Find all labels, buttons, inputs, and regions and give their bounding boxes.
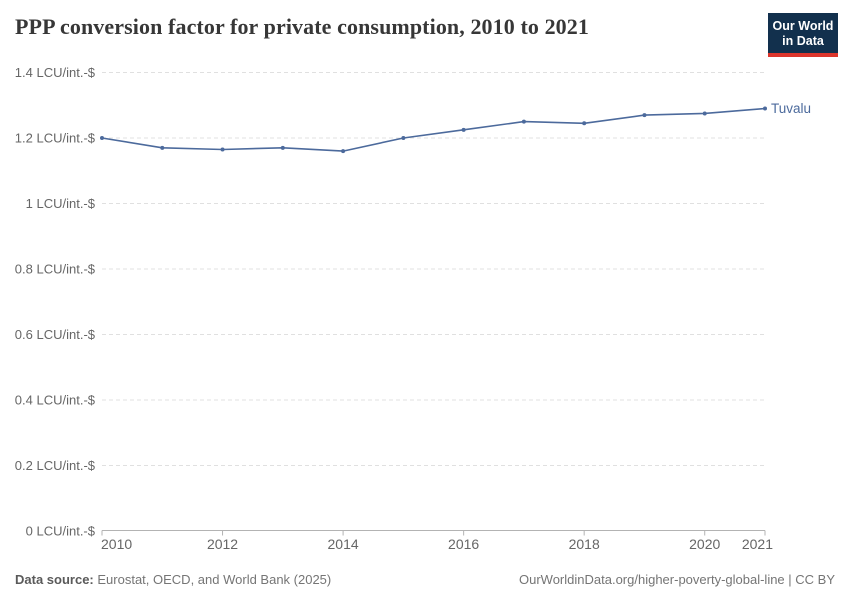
owid-logo-line1: Our World [772,19,834,33]
page-title: PPP conversion factor for private consum… [15,14,589,39]
data-point [521,119,526,124]
data-source-label: Data source: [15,572,94,587]
y-axis-label: 0.2 LCU/int.-$ [15,458,96,473]
x-axis-label: 2012 [207,536,238,552]
x-axis-label: 2018 [569,536,600,552]
data-point [642,113,647,118]
owid-logo-line2: in Data [782,33,824,48]
x-axis-label: 2014 [328,536,359,552]
x-axis-label: 2021 [742,536,773,552]
x-axis-label: 2016 [448,536,479,552]
series-line-tuvalu[interactable] [101,107,766,152]
y-axis-label: 0.8 LCU/int.-$ [15,262,96,277]
data-point [401,136,406,140]
data-point [341,149,346,154]
y-axis-label: 0.6 LCU/int.-$ [15,327,96,342]
y-axis-label: 1.2 LCU/int.-$ [15,131,96,146]
data-source-note: Data source: Eurostat, OECD, and World B… [15,572,331,587]
data-point [100,136,104,140]
data-source-text: Eurostat, OECD, and World Bank (2025) [97,572,332,587]
y-axis-label: 0.4 LCU/int.-$ [15,393,96,408]
y-axis-label: 0 LCU/int.-$ [26,524,96,539]
data-point [582,121,587,126]
data-point [280,145,285,150]
y-axis-label: 1.4 LCU/int.-$ [15,65,96,80]
data-point [220,147,225,152]
chart-footer: Data source: Eurostat, OECD, and World B… [15,572,835,587]
attribution-link[interactable]: OurWorldinData.org/higher-poverty-global… [519,572,835,587]
y-axis-label: 1 LCU/int.-$ [26,196,96,211]
owid-logo[interactable]: Our World in Data [768,13,838,57]
x-axis-label: 2010 [101,536,132,552]
x-axis-label: 2020 [689,536,720,552]
series-label-tuvalu[interactable]: Tuvalu [771,101,811,116]
data-point [461,127,466,132]
data-point [160,145,165,150]
data-point [702,111,707,116]
data-point [763,106,767,111]
